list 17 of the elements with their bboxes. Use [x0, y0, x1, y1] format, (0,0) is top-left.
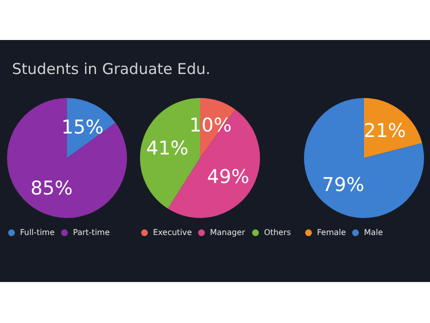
data-label: 21%	[363, 120, 406, 142]
legend-label: Others	[264, 228, 290, 237]
legend-label: Manager	[210, 228, 246, 237]
data-label: 15%	[60, 116, 104, 139]
legend-label: Male	[364, 228, 383, 237]
legend-label: Full-time	[20, 228, 54, 237]
chart-title: Students in Graduate Edu.	[12, 60, 210, 78]
legend-label: Female	[316, 228, 346, 237]
data-label: 85%	[30, 177, 72, 200]
legend-label: Executive	[152, 228, 192, 237]
data-label: 41%	[146, 138, 188, 160]
pie-slice	[364, 98, 422, 158]
data-label: 79%	[322, 174, 364, 196]
pie-slice	[304, 98, 424, 218]
data-label: 49%	[206, 166, 249, 188]
legend-label: Part-time	[72, 228, 110, 237]
pie-slice	[6, 98, 126, 218]
